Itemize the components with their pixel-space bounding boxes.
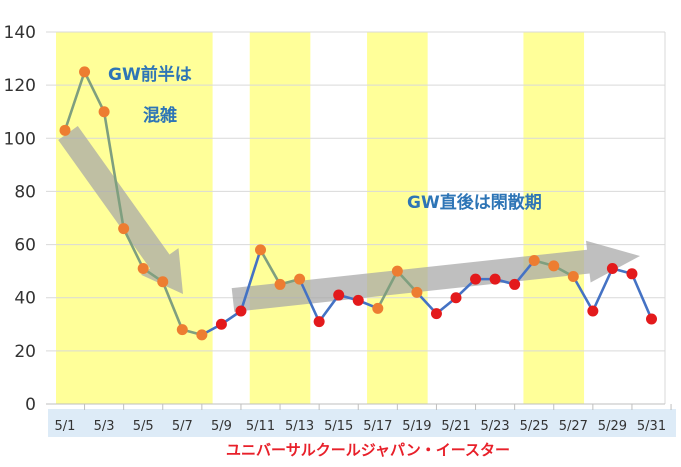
data-point xyxy=(646,313,657,325)
data-point xyxy=(333,289,345,301)
x-tick-label: 5/23 xyxy=(480,419,509,434)
y-tick-label: 120 xyxy=(4,76,36,96)
x-tick-label: 5/17 xyxy=(363,419,392,434)
x-axis-strip xyxy=(48,409,676,437)
x-tick-label: 5/3 xyxy=(94,419,115,434)
x-tick-label: 5/29 xyxy=(598,419,627,434)
series-segment xyxy=(591,267,614,313)
data-point xyxy=(196,329,208,341)
series-segment xyxy=(571,275,595,313)
x-axis: 5/1 5/3 5/5 5/7 5/9 5/11 5/13 5/15 5/17 5/19 5/21 5… xyxy=(46,403,676,437)
data-point xyxy=(98,106,110,118)
annotation-text: 混雑 xyxy=(143,105,177,126)
data-point xyxy=(372,302,384,314)
y-tick-label: 0 xyxy=(25,395,36,415)
data-point xyxy=(606,262,618,274)
data-point xyxy=(489,273,501,285)
data-point xyxy=(235,305,247,317)
data-point xyxy=(391,265,403,277)
data-point xyxy=(176,324,188,336)
data-point xyxy=(294,273,306,285)
data-point xyxy=(528,255,540,267)
annotation-text: GW前半は xyxy=(108,64,192,85)
x-tick-label: 5/7 xyxy=(172,419,193,434)
y-tick-label: 80 xyxy=(14,182,36,202)
data-point xyxy=(430,308,442,320)
x-tick-label: 5/25 xyxy=(520,419,549,434)
data-point xyxy=(411,286,423,298)
series-segment xyxy=(102,110,125,230)
series-segment xyxy=(161,280,184,331)
y-tick-label: 40 xyxy=(14,289,36,309)
y-axis-ticks: 0 20 40 60 80 100 120 140 xyxy=(4,23,36,415)
series-segment xyxy=(298,277,321,323)
y-tick-label: 100 xyxy=(4,129,36,149)
y-tick-label: 60 xyxy=(14,236,36,256)
series-segment xyxy=(630,272,653,321)
series-segment xyxy=(122,227,145,270)
series-segment xyxy=(63,70,86,132)
x-tick-label: 5/9 xyxy=(211,419,232,434)
data-point xyxy=(274,278,286,290)
x-axis-title: ユニバーサルクールジャパン・イースター xyxy=(226,441,510,459)
annotation-text: GW直後は閑散期 xyxy=(407,192,542,213)
data-point xyxy=(509,278,521,290)
data-point xyxy=(548,260,560,272)
data-point xyxy=(118,223,130,235)
data-point xyxy=(626,268,638,280)
series-segment xyxy=(376,269,399,310)
highlight-band xyxy=(523,32,585,404)
x-tick-label: 5/21 xyxy=(441,419,470,434)
data-point xyxy=(255,244,266,256)
data-point xyxy=(352,294,364,306)
y-tick-label: 20 xyxy=(14,342,36,362)
data-point xyxy=(470,273,482,285)
x-tick-label: 5/1 xyxy=(55,419,76,434)
x-tick-label: 5/19 xyxy=(402,419,431,434)
data-point xyxy=(450,292,462,304)
x-tick-label: 5/13 xyxy=(285,419,314,434)
x-tick-label: 5/15 xyxy=(324,419,353,434)
highlight-band xyxy=(367,32,428,404)
series-segment xyxy=(259,248,282,286)
data-point xyxy=(59,124,71,136)
data-point xyxy=(567,270,579,282)
x-tick-label: 5/5 xyxy=(133,419,154,434)
series-segment xyxy=(239,248,262,313)
x-tick-label: 5/27 xyxy=(559,419,588,434)
data-point xyxy=(313,316,325,328)
highlight-band xyxy=(249,32,311,404)
data-point xyxy=(137,262,149,274)
highlight-bands xyxy=(56,32,585,404)
x-tick-label: 5/31 xyxy=(637,419,666,434)
data-point xyxy=(215,318,227,330)
series-segment xyxy=(83,70,106,114)
data-point xyxy=(79,66,91,78)
x-tick-label: 5/11 xyxy=(246,419,275,434)
data-point xyxy=(157,276,169,288)
y-tick-label: 140 xyxy=(4,23,36,43)
data-point xyxy=(587,305,599,317)
data-series xyxy=(59,66,657,341)
